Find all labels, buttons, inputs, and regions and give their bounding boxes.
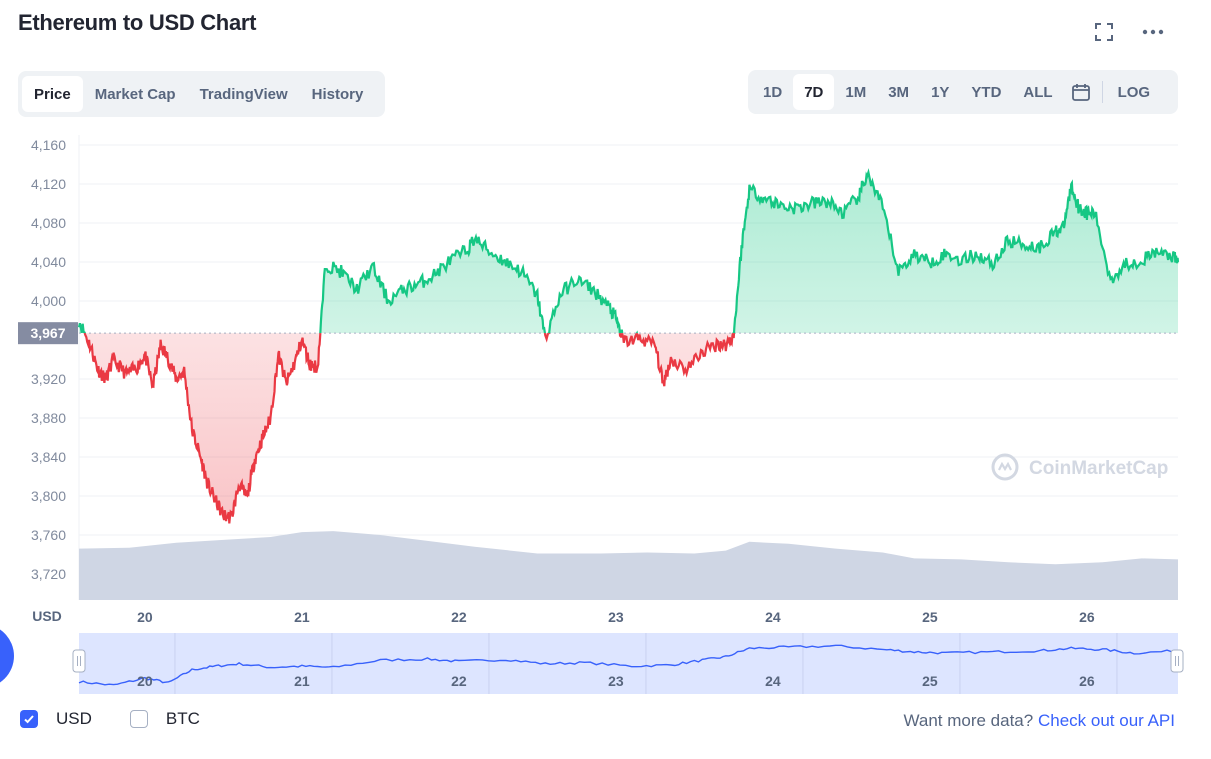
x-tick-label: 23 bbox=[608, 609, 624, 625]
range-1m[interactable]: 1M bbox=[845, 83, 867, 101]
navigator-tick-label: 21 bbox=[294, 673, 310, 689]
watermark: CoinMarketCap bbox=[991, 453, 1168, 481]
navigator-selection[interactable] bbox=[79, 633, 1178, 694]
usd-label: USD bbox=[56, 709, 92, 728]
api-link[interactable]: Check out our API bbox=[1037, 711, 1175, 730]
log-toggle[interactable]: LOG bbox=[1117, 83, 1151, 101]
x-tick-label: 25 bbox=[922, 609, 938, 625]
y-tick-label: 4,000 bbox=[31, 293, 66, 309]
reference-price-label: 3,967 bbox=[30, 325, 65, 341]
navigator-tick-label: 23 bbox=[608, 673, 624, 689]
chart-type-tabs: Price Market Cap TradingView History bbox=[18, 71, 385, 117]
tab-tradingview[interactable]: TradingView bbox=[199, 85, 288, 103]
range-ytd[interactable]: YTD bbox=[971, 83, 1002, 101]
y-tick-label: 3,880 bbox=[31, 410, 66, 426]
watermark-text: CoinMarketCap bbox=[1029, 458, 1168, 479]
navigator-grid bbox=[174, 633, 1118, 694]
time-range-selector: 1D 7D 1M 3M 1Y YTD ALL LOG bbox=[748, 70, 1178, 114]
navigator-handle-left[interactable] bbox=[72, 649, 86, 673]
tab-market-cap[interactable]: Market Cap bbox=[94, 85, 176, 103]
range-3m[interactable]: 3M bbox=[888, 83, 910, 101]
price-area-down bbox=[79, 333, 1178, 524]
range-1y[interactable]: 1Y bbox=[931, 83, 950, 101]
price-line-down bbox=[83, 333, 736, 524]
navigator-labels: 20 21 22 23 24 25 26 bbox=[137, 673, 1095, 689]
navigator-line bbox=[78, 644, 1179, 686]
btc-label: BTC bbox=[165, 709, 200, 728]
y-tick-label: 4,080 bbox=[31, 215, 66, 231]
more-dots-icon[interactable] bbox=[1141, 20, 1165, 44]
y-tick-label: 4,160 bbox=[31, 137, 66, 153]
y-axis-unit: USD bbox=[32, 608, 62, 624]
x-tick-label: 20 bbox=[137, 609, 153, 625]
more-data-prompt: Want more data? bbox=[903, 711, 1034, 730]
navigator-tick-label: 25 bbox=[922, 673, 938, 689]
range-all[interactable]: ALL bbox=[1023, 83, 1053, 101]
range-divider bbox=[1101, 81, 1103, 103]
y-tick-label: 3,760 bbox=[31, 527, 66, 543]
y-axis: 4,160 4,120 4,080 4,040 4,000 3,920 3,880 3,840… bbox=[31, 137, 66, 582]
range-1d[interactable]: 1D bbox=[763, 83, 783, 101]
navigator-tick-label: 24 bbox=[765, 673, 781, 689]
navigator-tick-label: 26 bbox=[1079, 673, 1095, 689]
x-tick-label: 21 bbox=[294, 609, 310, 625]
y-tick-label: 3,800 bbox=[31, 488, 66, 504]
y-tick-label: 3,840 bbox=[31, 449, 66, 465]
reference-price-tag: 3,967 bbox=[18, 322, 78, 345]
chart-title: Ethereum to USD Chart bbox=[18, 10, 257, 35]
x-axis: 20 21 22 23 24 25 26 bbox=[137, 609, 1095, 625]
navigator-tick-label: 22 bbox=[451, 673, 467, 689]
tab-history[interactable]: History bbox=[311, 85, 364, 103]
navigator-tick-label: 20 bbox=[137, 673, 153, 689]
price-line-up bbox=[77, 168, 1180, 334]
price-chart[interactable]: 4,160 4,120 4,080 4,040 4,000 3,920 3,880 3,840… bbox=[0, 0, 1211, 700]
usd-checkbox[interactable] bbox=[20, 710, 38, 728]
y-tick-label: 4,040 bbox=[31, 254, 66, 270]
y-tick-label: 3,920 bbox=[31, 371, 66, 387]
navigator-handle-right[interactable] bbox=[1170, 649, 1184, 673]
range-navigator[interactable]: 20 21 22 23 24 25 26 bbox=[72, 633, 1184, 694]
y-tick-label: 4,120 bbox=[31, 176, 66, 192]
calendar-icon[interactable] bbox=[1064, 74, 1098, 110]
btc-checkbox[interactable] bbox=[129, 710, 148, 728]
volume-area bbox=[79, 531, 1178, 600]
x-tick-label: 26 bbox=[1079, 609, 1095, 625]
range-7d[interactable]: 7D bbox=[793, 74, 835, 110]
y-tick-label: 3,720 bbox=[31, 566, 66, 582]
currency-legend: USD BTC bbox=[20, 709, 200, 729]
more-data-footer: Want more data? Check out our API bbox=[903, 711, 1175, 731]
tab-price[interactable]: Price bbox=[22, 76, 83, 112]
fullscreen-icon[interactable] bbox=[1092, 20, 1116, 44]
x-tick-label: 24 bbox=[765, 609, 781, 625]
x-tick-label: 22 bbox=[451, 609, 467, 625]
